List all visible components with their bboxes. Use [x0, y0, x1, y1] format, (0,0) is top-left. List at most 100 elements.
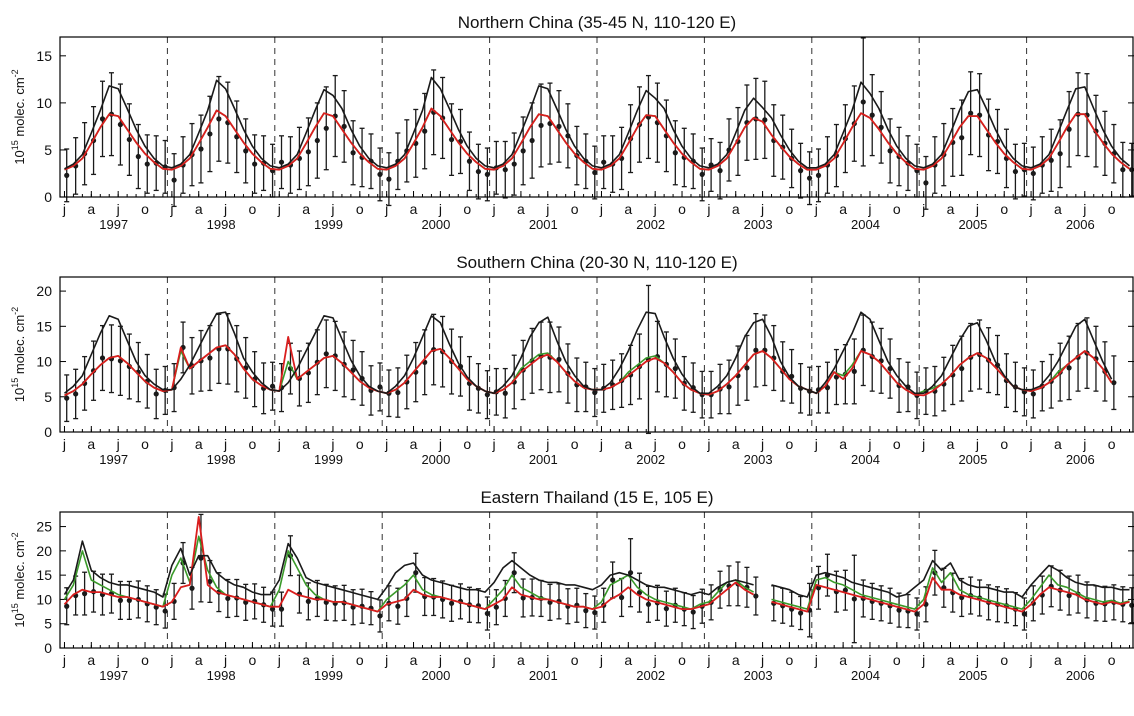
- data-point: [753, 347, 759, 353]
- y-tick-label: 0: [44, 424, 52, 440]
- x-month-label: o: [141, 201, 149, 217]
- data-point: [923, 180, 929, 186]
- y-tick-label: 10: [36, 95, 52, 111]
- x-month-label: j: [921, 436, 925, 452]
- data-point: [690, 609, 696, 615]
- data-point: [502, 167, 508, 173]
- y-tick-label: 0: [44, 640, 52, 656]
- x-month-label: o: [141, 436, 149, 452]
- y-tick-label: 20: [36, 543, 52, 559]
- x-month-label: j: [492, 436, 496, 452]
- data-point: [395, 389, 401, 396]
- x-month-label: j: [169, 652, 173, 668]
- y-axis-label-part: -2: [10, 307, 20, 315]
- x-month-label: a: [87, 436, 95, 452]
- y-axis-label-part: 15: [10, 140, 20, 150]
- x-month-label: a: [410, 201, 418, 217]
- x-month-label: j: [330, 201, 334, 217]
- x-year-label: 2000: [421, 668, 450, 683]
- x-month-label: j: [706, 436, 710, 452]
- x-month-label: a: [302, 436, 310, 452]
- x-month-label: o: [678, 652, 686, 668]
- data-point: [207, 131, 213, 137]
- data-point: [663, 606, 669, 612]
- data-point: [762, 117, 768, 123]
- panel-3: Eastern Thailand (15 E, 105 E)1015 molec…: [10, 488, 1134, 683]
- x-month-label: a: [87, 201, 95, 217]
- x-month-label: o: [786, 652, 794, 668]
- x-year-label: 2001: [529, 668, 558, 683]
- x-year-label: 2005: [958, 668, 987, 683]
- x-month-label: a: [1054, 652, 1062, 668]
- y-tick-label: 20: [36, 283, 52, 299]
- data-point: [601, 159, 607, 165]
- x-month-label: o: [571, 436, 579, 452]
- data-point: [627, 570, 634, 576]
- x-month-label: j: [384, 652, 388, 668]
- x-month-label: j: [223, 201, 227, 217]
- x-month-label: j: [599, 652, 603, 668]
- x-year-label: 2006: [1066, 668, 1095, 683]
- data-point: [377, 171, 383, 178]
- x-month-label: o: [1000, 436, 1008, 452]
- data-point: [583, 608, 589, 614]
- data-point: [278, 159, 285, 165]
- x-month-label: j: [330, 652, 334, 668]
- panel-title: Southern China (20-30 N, 110-120 E): [456, 253, 737, 272]
- x-year-label: 2006: [1066, 452, 1095, 467]
- data-point: [753, 593, 759, 599]
- data-point: [860, 99, 866, 105]
- x-month-label: a: [302, 652, 310, 668]
- x-month-label: j: [706, 201, 710, 217]
- data-point: [959, 135, 965, 141]
- data-point: [851, 596, 857, 602]
- x-month-label: j: [384, 436, 388, 452]
- data-point: [117, 597, 124, 604]
- data-point: [619, 594, 625, 601]
- data-point: [520, 148, 526, 154]
- x-month-label: j: [438, 436, 442, 452]
- x-month-label: j: [492, 652, 496, 668]
- x-month-label: a: [195, 201, 203, 217]
- x-month-label: j: [1029, 201, 1033, 217]
- data-point: [153, 391, 159, 397]
- data-point: [99, 116, 106, 122]
- x-month-label: o: [893, 201, 901, 217]
- x-month-label: o: [571, 201, 579, 217]
- x-year-label: 1999: [314, 217, 343, 232]
- x-month-label: o: [463, 652, 471, 668]
- x-month-label: j: [599, 436, 603, 452]
- data-point: [1111, 380, 1117, 386]
- data-point: [448, 600, 455, 606]
- data-point: [1021, 611, 1027, 617]
- data-point: [1012, 168, 1019, 175]
- x-year-label: 2004: [851, 668, 880, 683]
- x-year-label: 2005: [958, 452, 987, 467]
- x-month-label: o: [893, 436, 901, 452]
- series-line-observed: [63, 540, 1130, 601]
- x-month-label: j: [330, 436, 334, 452]
- x-month-label: o: [678, 436, 686, 452]
- x-month-label: o: [1108, 201, 1116, 217]
- data-point: [511, 570, 517, 576]
- data-point: [198, 146, 204, 152]
- x-month-label: j: [116, 652, 120, 668]
- y-axis-label-part: 10: [12, 150, 27, 164]
- data-point: [529, 137, 535, 144]
- data-point: [350, 367, 356, 373]
- x-month-label: o: [1108, 652, 1116, 668]
- x-month-label: j: [975, 652, 979, 668]
- panel-title: Northern China (35-45 N, 110-120 E): [458, 13, 736, 32]
- data-point: [64, 603, 70, 609]
- x-month-label: j: [277, 201, 281, 217]
- x-month-label: o: [141, 652, 149, 668]
- x-year-label: 2002: [636, 217, 665, 232]
- x-month-label: j: [1082, 201, 1086, 217]
- y-tick-label: 0: [44, 189, 52, 205]
- x-month-label: a: [1054, 201, 1062, 217]
- x-month-label: j: [706, 652, 710, 668]
- data-point: [162, 608, 168, 614]
- x-month-label: j: [62, 201, 66, 217]
- data-point: [64, 172, 70, 178]
- x-month-label: o: [249, 436, 257, 452]
